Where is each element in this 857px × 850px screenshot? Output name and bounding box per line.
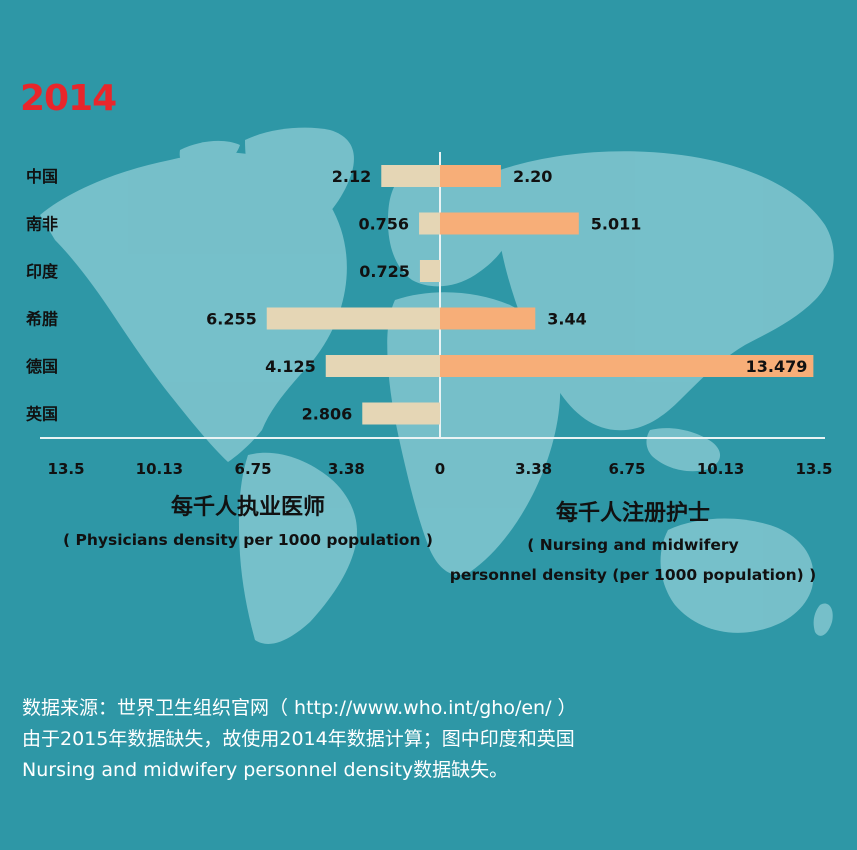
physician-bar [325,355,440,377]
nurse-bar [440,355,814,377]
category-label: 英国 [25,405,58,424]
right-axis-subtitle-line2: personnel density (per 1000 population) … [450,566,816,584]
nurse-bar [440,165,501,187]
source-line: 数据来源：世界卫生组织官网（ http://www.who.int/gho/en… [22,697,577,719]
arctic-islands-shape [179,140,240,172]
year-heading: 2014 [20,78,117,119]
tick-label: 3.38 [515,460,552,478]
nurse-bar [440,212,579,235]
physician-value-label: 6.255 [206,310,257,329]
physician-bar [419,212,440,235]
tick-label: 10.13 [136,460,183,478]
chart-axes [40,152,825,439]
category-label: 德国 [26,357,58,376]
bars-group: 2.12 2.20 0.756 5.011 0.725 6.255 3.44 4.125 13.… [206,165,814,425]
nurse-bar [440,307,536,330]
tick-label: 13.5 [48,460,85,478]
physician-bar [266,307,440,330]
tick-label: 13.5 [795,460,832,478]
tick-label: 6.75 [235,460,272,478]
south-america-shape [238,452,358,644]
nurse-value-label: 2.20 [513,167,552,186]
tick-label: 10.13 [697,460,744,478]
physician-bar [419,260,440,282]
nurse-value-label: 13.479 [746,357,808,376]
physician-value-label: 4.125 [265,357,316,376]
physician-value-label: 2.806 [302,405,353,424]
greenland-shape [245,127,354,240]
physician-value-label: 0.756 [358,215,409,234]
japan-shape [766,253,790,310]
left-axis-title: 每千人执业医师 [171,494,325,520]
tick-label: 6.75 [608,460,645,478]
category-label: 印度 [26,262,59,281]
category-label: 中国 [26,167,58,186]
north-america-shape [40,152,347,462]
category-label: 希腊 [26,310,58,329]
nurse-value-label: 3.44 [547,310,586,329]
physician-value-label: 0.725 [359,262,410,281]
physician-bar [362,402,440,425]
left-axis-subtitle: ( Physicians density per 1000 population… [63,531,433,549]
category-label: 南非 [26,215,58,234]
tick-label: 0 [435,460,445,478]
physician-value-label: 2.12 [332,167,371,186]
physician-bar [381,165,440,187]
right-axis-subtitle-line1: ( Nursing and midwifery [527,536,738,554]
new-zealand-shape [813,603,833,636]
tick-labels: 13.5 10.13 6.75 3.38 0 3.38 6.75 10.13 13.5 [48,460,833,478]
nurse-value-label: 5.011 [591,215,642,234]
note-line: 由于2015年数据缺失，故使用2014年数据计算；图中印度和英国 [22,728,575,750]
source-note: 数据来源：世界卫生组织官网（ http://www.who.int/gho/en… [22,693,842,786]
note-line-2: Nursing and midwifery personnel density数… [22,759,509,781]
right-axis-title: 每千人注册护士 [556,500,710,526]
tick-label: 3.38 [328,460,365,478]
australia-shape [660,518,814,633]
